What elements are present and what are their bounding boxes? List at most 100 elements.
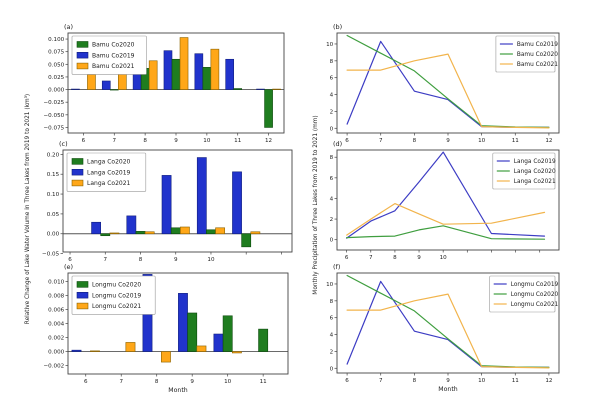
plot-border <box>336 272 560 374</box>
bar <box>196 345 207 352</box>
legend-swatch <box>76 291 89 299</box>
y-tick-label: 10 <box>326 42 334 48</box>
y-tick-label: −0.025 <box>43 100 64 106</box>
legend-label: Bamu Co2020 <box>517 52 558 58</box>
plot-border <box>67 272 289 375</box>
bar-series-Langa-Co2019 <box>91 157 242 235</box>
x-tick-label: 7 <box>103 257 107 263</box>
legend-label: Longmu Co2020 <box>511 292 559 298</box>
bar <box>213 333 224 352</box>
x-tick-label: 9 <box>446 138 450 144</box>
legend-label: Longmu Co2019 <box>92 292 141 299</box>
line-series-Langa-Co2021 <box>346 203 546 236</box>
y-tick-label: 0.025 <box>48 75 64 81</box>
y-tick-label: −0.050 <box>43 113 64 119</box>
y-tick-label: 0.010 <box>48 279 64 285</box>
legend-swatch <box>76 281 89 288</box>
x-tick-label: 12 <box>265 138 272 144</box>
y-tick-label: 2 <box>330 217 334 223</box>
bar <box>206 229 216 235</box>
panel-label: (b) <box>333 23 342 31</box>
legend-label: Langa Co2020 <box>87 159 131 166</box>
x-tick-label: 9 <box>446 378 450 384</box>
legend-label: Langa Co2021 <box>514 179 556 185</box>
y-tick-label: 0.000 <box>48 88 64 94</box>
plot-border <box>336 149 560 251</box>
bar-series-Langa-Co2020 <box>100 227 252 248</box>
bar <box>202 67 212 90</box>
x-tick-label: 12 <box>545 138 552 144</box>
bar <box>91 221 101 235</box>
x-tick-label: 6 <box>345 138 349 144</box>
y-tick-label: 0.15 <box>47 172 60 178</box>
bar <box>180 226 190 235</box>
y-tick-label: 0.008 <box>48 293 64 299</box>
legend: Bamu Co2019 Bamu Co2020 Bamu Co2021 <box>495 35 558 73</box>
legend-box <box>66 152 147 192</box>
y-tick-label: 2 <box>330 109 334 115</box>
x-tick-label: 10 <box>207 257 215 263</box>
legend-label: Longmu Co2021 <box>92 303 141 310</box>
bar <box>258 328 269 352</box>
x-tick-label: 12 <box>545 378 552 384</box>
x-axis-label: Month <box>168 387 187 394</box>
bar-series-Longmu-Co2020 <box>187 312 269 352</box>
x-tick-label: 8 <box>413 138 417 144</box>
legend: Longmu Co2019 Longmu Co2020 Longmu Co2021 <box>489 275 559 313</box>
y-tick-label: −0.075 <box>43 125 64 131</box>
panel-c: (c) 0.20 0.15 0.10 0.05 0.00 −0.05 6 7 8 9 10 Langa … <box>42 140 293 263</box>
bar <box>225 58 235 90</box>
x-tick-label: 7 <box>113 138 117 144</box>
x-tick-label: 11 <box>512 378 520 384</box>
bar <box>126 215 137 235</box>
y-tick-label: 4 <box>330 333 334 339</box>
y-tick-label: 0.006 <box>48 307 64 313</box>
legend: Bamu Co2020 Bamu Co2019 Bamu Co2021 <box>71 35 147 75</box>
bar <box>232 171 242 235</box>
panel-label: (a) <box>64 23 73 31</box>
bar <box>187 312 198 352</box>
panel-a: (a)0.100 0.075 0.050 0.025 0.000 −0.025 −0.050… <box>43 23 285 144</box>
legend-box <box>71 35 147 75</box>
legend-label: Bamu Co2020 <box>92 42 135 49</box>
line-series-Langa-Co2020 <box>346 225 546 240</box>
x-tick-label: 6 <box>345 378 349 384</box>
bar <box>87 74 96 90</box>
x-tick-label: 8 <box>143 138 147 144</box>
y-tick-label: 0 <box>330 366 334 372</box>
bar <box>71 88 80 90</box>
x-tick-label: 10 <box>203 138 211 144</box>
x-tick-label: 11 <box>234 138 242 144</box>
x-tick-label: 11 <box>512 138 520 144</box>
left-y-axis-label: Relative Change of Lake Water Volume in … <box>24 94 31 324</box>
x-tick-label: 11 <box>260 379 268 385</box>
y-tick-label: 0.05 <box>47 212 60 218</box>
x-tick-label: 8 <box>393 255 397 261</box>
legend-swatch <box>71 169 84 176</box>
legend-box <box>492 152 556 190</box>
legend-label: Longmu Co2020 <box>92 282 141 289</box>
x-tick-label: 7 <box>379 138 383 144</box>
x-tick-label: 10 <box>224 379 232 385</box>
y-tick-label: 0.100 <box>48 37 64 43</box>
legend-label: Langa Co2021 <box>87 180 131 187</box>
bar <box>264 89 273 128</box>
panels-group: (a)0.1000.0750.0500.0250.000−0.025−0.050… <box>42 23 560 394</box>
legend-label: Langa Co2019 <box>514 159 556 165</box>
bar <box>170 227 181 235</box>
bar <box>231 351 242 354</box>
legend: Langa Co2020 Langa Co2019 Langa Co2021 <box>66 152 147 192</box>
x-tick-label: 9 <box>417 255 421 261</box>
legend-box <box>71 275 156 315</box>
x-tick-label: 9 <box>190 379 194 385</box>
y-tick-label: 0.050 <box>48 62 64 68</box>
x-tick-label: 6 <box>82 138 86 144</box>
y-tick-label: 10 <box>326 282 334 288</box>
x-tick-label: 6 <box>345 255 349 261</box>
bar <box>250 231 261 235</box>
legend-label: Langa Co2019 <box>87 169 131 176</box>
bar <box>109 232 120 235</box>
legend: Longmu Co2020 Longmu Co2019 Longmu Co2021 <box>71 275 156 315</box>
